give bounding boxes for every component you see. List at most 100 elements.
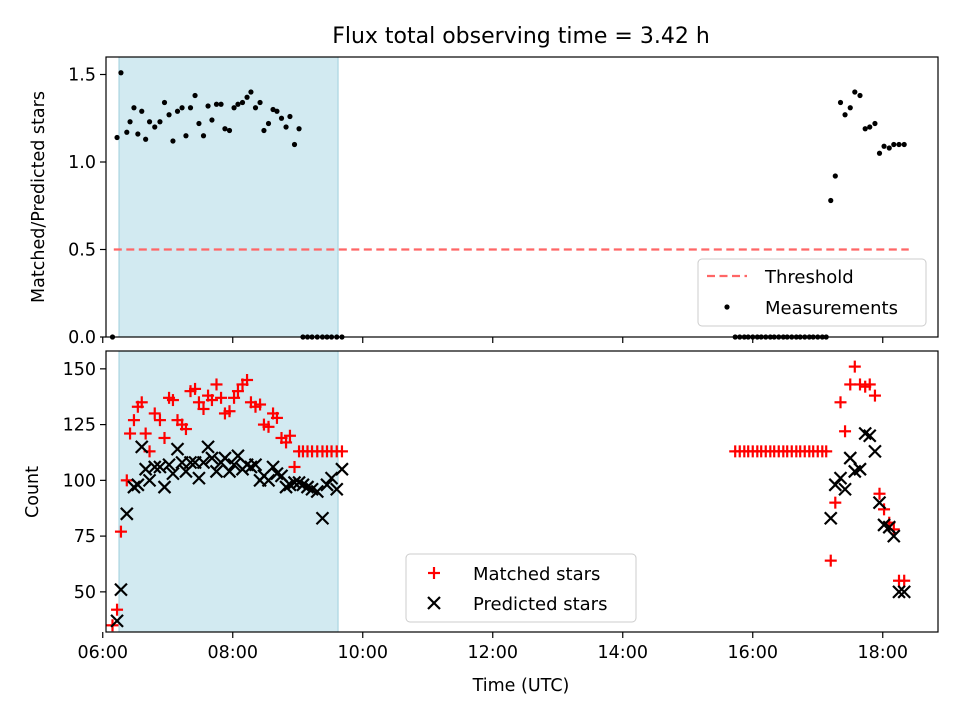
matched-star-point (166, 394, 179, 407)
predicted-star-point (166, 466, 180, 481)
matched-star-point (228, 391, 241, 404)
x-tick-label: 18:00 (858, 643, 908, 663)
predicted-star-point (147, 460, 162, 474)
measurement-point (222, 126, 228, 132)
x-tick-label: 08:00 (208, 643, 258, 663)
matched-star-point (189, 382, 202, 395)
measurement-point (231, 105, 237, 111)
matched-star-point (824, 554, 837, 567)
predicted-star-point (227, 457, 241, 472)
matched-star-point (262, 420, 275, 433)
measurement-point (143, 136, 149, 142)
measurement-point (886, 145, 892, 151)
predicted-legend-swatch (427, 596, 441, 610)
measurement-point (274, 108, 280, 114)
predicted-star-point (196, 455, 211, 470)
predicted-star-point (843, 451, 858, 465)
measurement-point (872, 120, 878, 127)
measurement-point (891, 141, 897, 148)
predicted-star-point (162, 457, 176, 472)
predicted-star-point (248, 457, 263, 472)
measurement-point (862, 126, 868, 132)
measurement-point (192, 92, 198, 99)
measurement-point (174, 108, 181, 114)
matched-star-point (254, 398, 267, 411)
y-tick-label: 1.5 (68, 66, 96, 86)
matched-star-point (270, 411, 283, 424)
predicted-star-point (222, 464, 237, 479)
measurement-point (278, 115, 285, 121)
measurement-point (135, 131, 141, 137)
predicted-star-point (335, 462, 349, 476)
measurement-point (209, 117, 215, 123)
matched-star-point (215, 391, 228, 404)
measurement-point (265, 120, 272, 127)
measurement-point (270, 106, 276, 113)
count-marks (106, 360, 911, 632)
threshold-legend-label: Threshold (764, 267, 854, 288)
measurement-point (837, 99, 844, 106)
predicted-star-point (887, 529, 901, 543)
matched-star-point (834, 396, 847, 409)
predicted-star-point (868, 444, 882, 459)
matched-star-point (863, 378, 876, 391)
matched-star-point (868, 389, 881, 402)
measurement-point (146, 119, 153, 125)
measurement-point (296, 126, 302, 132)
measurement-point (196, 120, 202, 127)
matched-star-point (829, 496, 842, 509)
observing-window-shade (118, 56, 339, 338)
y-tick-label: 50 (74, 583, 96, 603)
predicted-star-point (897, 585, 911, 599)
predicted-star-point (329, 482, 344, 497)
measurement-point (283, 124, 289, 130)
matched-star-point (878, 503, 891, 516)
count-y-axis-label: Count (23, 466, 43, 518)
measurement-point (226, 127, 233, 134)
predicted-star-point (131, 478, 145, 492)
measurement-point (114, 134, 120, 141)
measurement-point (200, 133, 207, 139)
measurement-point (161, 99, 168, 106)
predicted-star-point (170, 442, 185, 456)
measurements-legend-label: Measurements (765, 298, 898, 319)
measurement-point (261, 127, 267, 134)
predicted-star-point (287, 475, 302, 490)
predicted-star-point (882, 520, 897, 534)
measurement-point (291, 141, 298, 148)
predicted-star-point (205, 451, 219, 465)
predicted-star-point (853, 462, 867, 476)
measurement-point (832, 173, 838, 179)
measurement-point (847, 105, 853, 111)
matched-star-point (192, 396, 205, 409)
predicted-star-point (823, 511, 838, 526)
measurement-point (218, 101, 224, 107)
predicted-star-point (192, 471, 206, 485)
matched-star-point (280, 436, 293, 449)
matched-star-point (283, 429, 296, 442)
matched-star-point (111, 603, 124, 616)
measurement-point (896, 141, 902, 148)
measurement-point (235, 101, 241, 107)
matched-star-point (210, 378, 223, 391)
ratio-axes-frame (105, 56, 939, 338)
y-tick-label: 125 (63, 416, 96, 436)
measurements-legend-swatch (724, 304, 730, 310)
matched-star-point (197, 402, 210, 415)
matched-star-point (205, 394, 218, 407)
matched-star-point (873, 487, 886, 500)
predicted-star-point (127, 480, 141, 494)
predicted-star-point (157, 480, 172, 494)
measurement-point (213, 101, 220, 107)
matched-star-point (848, 360, 861, 373)
predicted-star-point (838, 482, 852, 497)
count-y-ticks: 50 75 100 125 150 (63, 360, 106, 603)
measurement-point (127, 119, 133, 125)
ratio-panel: 0.0 0.5 1.0 1.5 Matched/Predicted stars Thr… (29, 56, 939, 348)
predicted-star-point (201, 440, 215, 454)
measurement-point (157, 119, 163, 125)
predicted-star-point (833, 471, 848, 485)
matched-star-point (135, 396, 148, 409)
predicted-star-point (862, 428, 877, 443)
predicted-star-point (320, 478, 334, 492)
